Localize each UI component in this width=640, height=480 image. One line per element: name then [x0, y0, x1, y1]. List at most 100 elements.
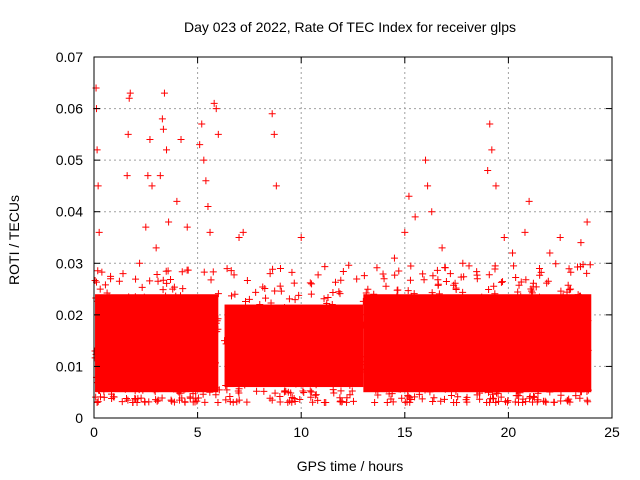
data-point: [380, 275, 388, 283]
data-cloud-point: [425, 306, 433, 314]
data-cloud-point: [530, 297, 538, 305]
data-cloud-point: [282, 387, 290, 395]
data-cloud-point: [337, 387, 345, 395]
data-cloud-point: [481, 386, 489, 394]
data-cloud-point: [583, 363, 591, 371]
data-cloud-point: [476, 308, 484, 316]
data-cloud-point: [438, 380, 446, 388]
data-cloud-point: [409, 303, 417, 311]
data-point: [390, 254, 398, 262]
data-cloud-point: [437, 318, 445, 326]
data-cloud-point: [230, 271, 238, 279]
data-cloud-point: [306, 279, 314, 287]
data-cloud-point: [337, 276, 345, 284]
data-cloud-point: [564, 281, 572, 289]
data-cloud-point: [475, 381, 483, 389]
data-cloud-point: [123, 315, 131, 323]
data-cloud-point: [336, 397, 344, 405]
data-cloud-point: [520, 297, 528, 305]
data-cloud-point: [392, 366, 400, 374]
data-cloud-point: [398, 312, 406, 320]
data-point: [131, 301, 139, 309]
data-cloud-point: [416, 354, 424, 362]
data-cloud-point: [236, 315, 244, 323]
data-cloud-point: [473, 268, 481, 276]
data-cloud-point: [142, 316, 150, 324]
data-cloud-point: [451, 374, 459, 382]
data-cloud-point: [377, 351, 385, 359]
data-point: [509, 249, 517, 257]
data-cloud-point: [452, 375, 460, 383]
data-point: [115, 337, 123, 345]
data-cloud-point: [262, 345, 270, 353]
data-cloud-point: [539, 310, 547, 318]
data-cloud-point: [379, 270, 387, 278]
data-cloud-point: [542, 398, 550, 406]
data-cloud-point: [421, 386, 429, 394]
data-cloud-point: [294, 317, 302, 325]
data-cloud-point: [485, 286, 493, 294]
data-cloud-point: [485, 381, 493, 389]
data-point: [206, 228, 214, 236]
data-cloud-point: [223, 265, 231, 273]
data-cloud-point: [544, 277, 552, 285]
data-cloud-point: [556, 342, 564, 350]
data-cloud-point: [347, 364, 355, 372]
data-point: [200, 156, 208, 164]
data-point: [521, 228, 529, 236]
data-cloud-point: [286, 397, 294, 405]
data-cloud-point: [577, 388, 585, 396]
data-cloud-point: [154, 396, 162, 404]
data-cloud-point: [167, 276, 175, 284]
data-cloud-point: [428, 289, 436, 297]
data-cloud-point: [427, 330, 435, 338]
data-cloud-point: [142, 362, 150, 370]
data-point: [484, 166, 492, 174]
data-point: [473, 275, 481, 283]
data-cloud-point: [214, 290, 222, 298]
data-cloud-point: [131, 387, 139, 395]
data-cloud-point: [183, 266, 191, 274]
data-point: [159, 125, 167, 133]
data-cloud-point: [542, 307, 550, 315]
data-cloud-point: [214, 399, 222, 407]
data-cloud-point: [584, 346, 592, 354]
data-cloud-point: [567, 268, 575, 276]
data-cloud-point: [311, 391, 319, 399]
data-cloud-point: [322, 302, 330, 310]
data-cloud-point: [493, 384, 501, 392]
data-cloud-point: [155, 356, 163, 364]
data-cloud-point: [448, 354, 456, 362]
data-cloud-point: [522, 361, 530, 369]
data-cloud-point: [152, 351, 160, 359]
data-cloud-point: [249, 364, 257, 372]
data-point: [486, 120, 494, 128]
data-cloud-point: [419, 342, 427, 350]
data-point: [142, 223, 150, 231]
data-cloud-point: [206, 352, 214, 360]
data-cloud-point: [139, 363, 147, 371]
data-cloud-point: [382, 282, 390, 290]
data-point: [107, 275, 115, 283]
data-cloud-point: [450, 323, 458, 331]
data-cloud-point: [537, 347, 545, 355]
data-cloud-point: [131, 293, 139, 301]
data-cloud-point: [322, 361, 330, 369]
data-point: [239, 228, 247, 236]
data-cloud-point: [140, 293, 148, 301]
data-cloud-point: [150, 354, 158, 362]
data-cloud-point: [154, 277, 162, 285]
data-cloud-point: [129, 382, 137, 390]
data-cloud-point: [291, 296, 299, 304]
y-tick-label: 0.05: [56, 152, 83, 168]
data-cloud-point: [410, 290, 418, 298]
data-cloud-point: [260, 310, 268, 318]
data-cloud-point: [345, 338, 353, 346]
data-cloud-point: [165, 366, 173, 374]
data-cloud-point: [372, 386, 380, 394]
data-cloud-point: [153, 366, 161, 374]
data-cloud-point: [560, 320, 568, 328]
data-cloud-point: [270, 347, 278, 355]
data-cloud-point: [212, 391, 220, 399]
data-cloud-point: [497, 323, 505, 331]
